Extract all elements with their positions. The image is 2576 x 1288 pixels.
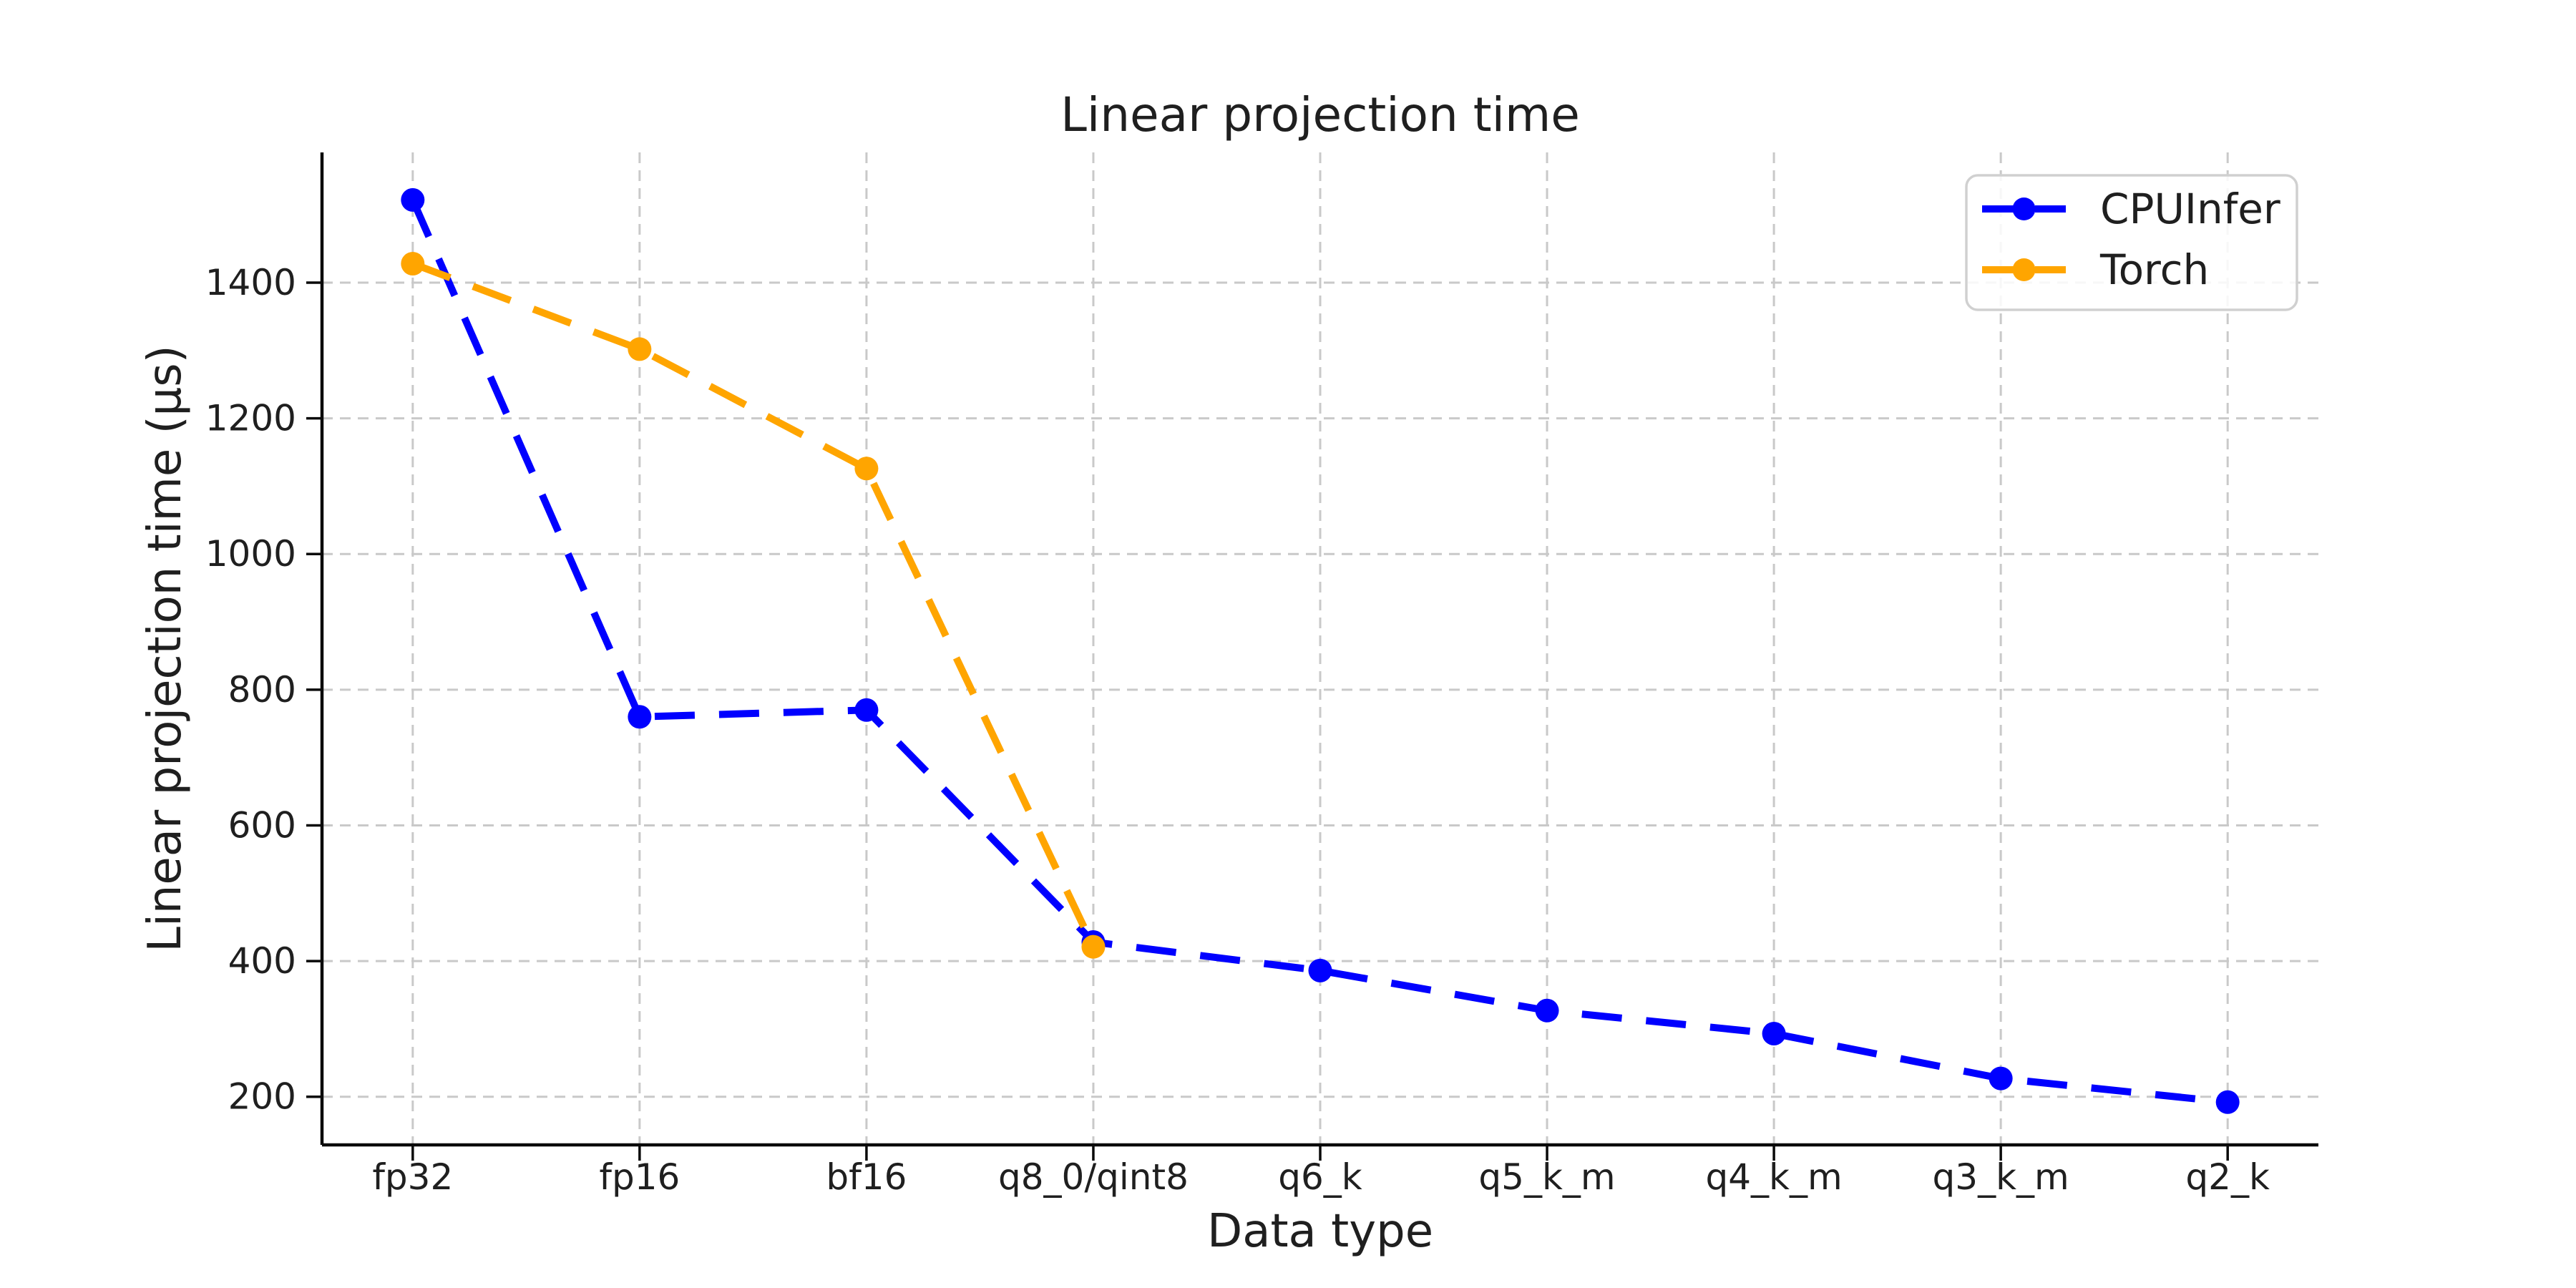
y-tick-label: 200 (228, 1076, 296, 1118)
x-tick-label: q3_k_m (1933, 1156, 2069, 1198)
chart-title: Linear projection time (1060, 87, 1580, 142)
legend-sample-marker (2012, 197, 2036, 220)
legend-label: CPUInfer (2100, 185, 2280, 233)
y-tick-label: 600 (228, 804, 296, 846)
data-point-cpuinfer (2215, 1090, 2240, 1114)
data-point-cpuinfer (854, 698, 879, 722)
y-axis-label: Linear projection time (µs) (139, 345, 192, 952)
data-point-cpuinfer (1762, 1022, 1786, 1046)
x-tick-label: q8_0/qint8 (998, 1156, 1189, 1198)
data-point-cpuinfer (1989, 1066, 2013, 1091)
x-tick-label: bf16 (826, 1156, 907, 1198)
y-tick-label: 400 (228, 940, 296, 982)
y-tick-label: 1400 (205, 262, 296, 303)
x-axis-label: Data type (1207, 1205, 1433, 1258)
legend: CPUInfer Torch (1965, 174, 2298, 311)
x-tick-label: fp32 (372, 1156, 453, 1198)
y-tick-label: 1200 (205, 398, 296, 439)
series-line-torch (411, 260, 1097, 949)
x-tick-label: q6_k (1278, 1156, 1362, 1198)
y-tick-label: 1000 (205, 533, 296, 575)
data-point-torch (401, 251, 425, 275)
legend-label: Torch (2099, 245, 2209, 294)
x-tick-label: q2_k (2185, 1156, 2270, 1198)
y-tick-label: 800 (228, 669, 296, 711)
series-line-cpuinfer (409, 198, 2228, 1106)
legend-sample-marker (2012, 258, 2036, 281)
data-point-cpuinfer (401, 187, 425, 212)
x-tick-label: fp16 (599, 1156, 680, 1198)
data-point-cpuinfer (628, 705, 652, 729)
x-tick-label: q4_k_m (1705, 1156, 1842, 1198)
data-point-cpuinfer (1535, 998, 1559, 1023)
data-point-torch (1081, 935, 1106, 959)
data-point-torch (628, 337, 652, 361)
data-point-cpuinfer (1308, 958, 1332, 982)
x-tick-label: q5_k_m (1478, 1156, 1615, 1198)
data-point-torch (854, 457, 879, 481)
